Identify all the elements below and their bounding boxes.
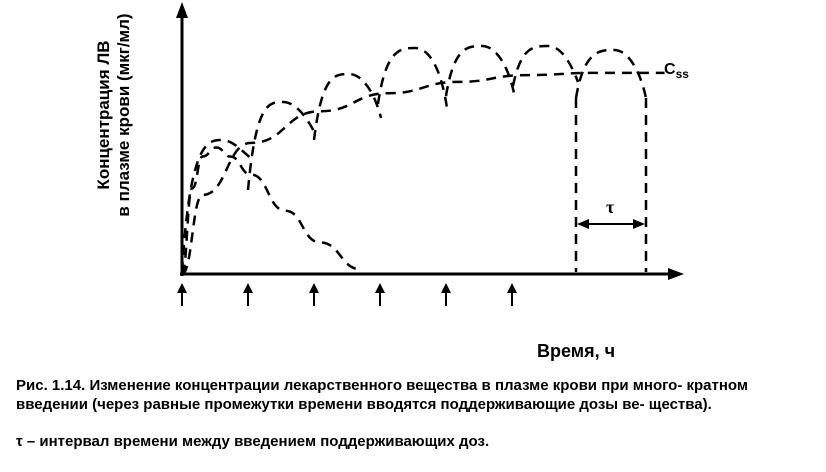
y-axis-label: Концентрация ЛВ в плазме крови (мкг/мл) <box>94 5 174 225</box>
tau-label: τ <box>606 197 615 217</box>
x-axis-arrowhead <box>668 268 684 280</box>
x-axis-label: Время, ч <box>537 341 616 361</box>
dose-marker-head-2 <box>243 283 253 293</box>
steady-state-label-main: C <box>664 61 676 78</box>
dose-marker-head-6 <box>507 283 517 293</box>
dose-cycle-curve-4 <box>376 46 449 109</box>
dose-cycle-curve-2 <box>246 100 318 191</box>
y-axis-label-line2: в плазме крови (мкг/мл) <box>114 13 133 217</box>
tau-arrow-right-head <box>633 219 645 229</box>
steady-state-label: Css <box>664 61 689 81</box>
series-line-2 <box>180 71 665 276</box>
dose-cycle-curve-6 <box>511 44 580 87</box>
dose-cycle-curve-3 <box>312 72 383 141</box>
caption-text: Изменение концентрации лекарственного ве… <box>16 377 748 413</box>
caption-note: τ – интервал времени между введением под… <box>16 433 490 450</box>
series-line-1 <box>180 146 362 276</box>
dose-cycle-curve-1 <box>180 138 256 273</box>
dose-marker-head-5 <box>441 283 451 293</box>
y-axis-arrowhead <box>176 2 188 18</box>
y-axis-label-line1: Концентрация ЛВ <box>94 40 113 190</box>
dose-marker-head-1 <box>177 283 187 293</box>
caption-lead: Рис. 1.14. <box>16 377 86 394</box>
dose-marker-head-3 <box>309 283 319 293</box>
figure-caption: Рис. 1.14. Изменение концентрации лекарс… <box>16 376 816 414</box>
steady-state-label-sub: ss <box>676 67 690 81</box>
dose-cycle-curve-5 <box>444 44 517 99</box>
dose-cycle-curve-7 <box>574 48 648 99</box>
dose-marker-head-4 <box>375 283 385 293</box>
tau-arrow-left-head <box>577 219 589 229</box>
